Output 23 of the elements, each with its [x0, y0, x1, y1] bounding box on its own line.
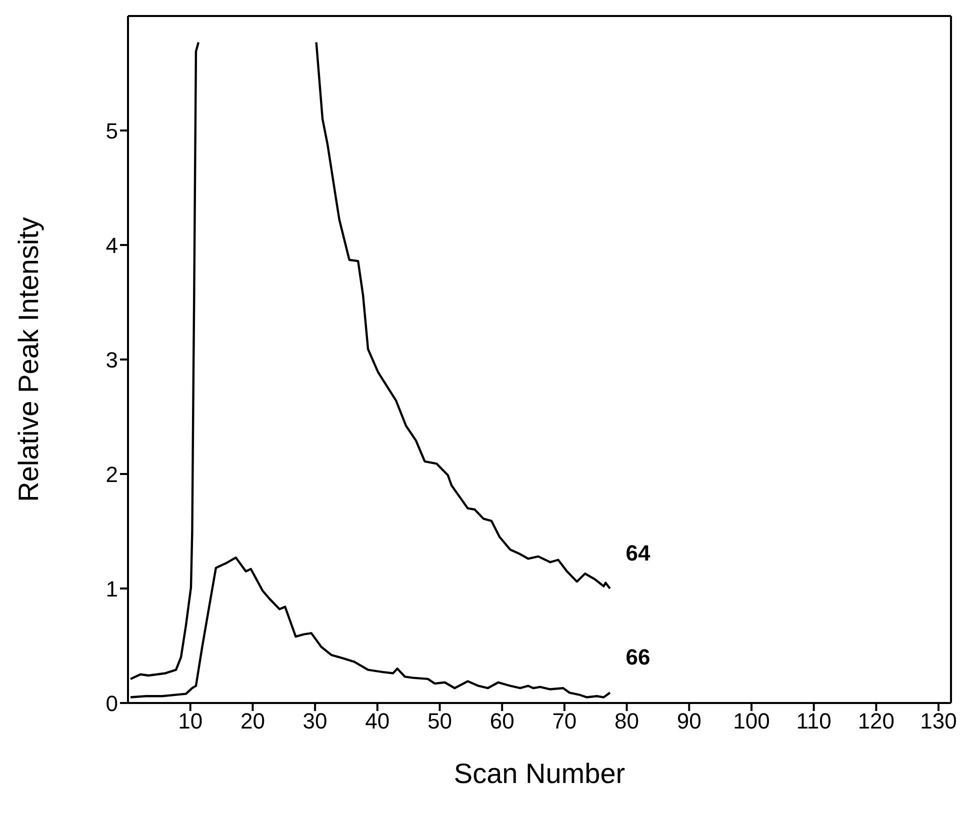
series-label: 66 [626, 644, 650, 670]
x-axis-title: Scan Number [454, 758, 626, 789]
x-tick-label: 10 [178, 708, 203, 734]
x-tick-label: 60 [490, 708, 514, 734]
y-tick-label: 1 [106, 576, 118, 602]
x-tick-label: 20 [240, 708, 265, 734]
y-tick-label: 3 [106, 347, 118, 372]
x-tick-label: 100 [733, 708, 770, 734]
series-label: 64 [626, 540, 651, 566]
y-tick-label: 2 [106, 462, 118, 487]
y-axis-title: Relative Peak Intensity [12, 217, 44, 502]
x-tick-label: 50 [428, 708, 452, 734]
x-tick-label: 130 [920, 708, 957, 734]
x-tick-label: 30 [302, 708, 328, 734]
y-tick-label: 5 [106, 118, 118, 144]
x-tick-label: 80 [614, 708, 640, 734]
y-tick-label: 4 [106, 232, 118, 258]
x-tick-label: 120 [858, 708, 895, 734]
x-tick-label: 70 [552, 708, 577, 734]
x-tick-label: 40 [365, 708, 390, 734]
y-tick-label: 0 [106, 690, 118, 716]
x-tick-label: 90 [676, 708, 702, 734]
x-tick-label: 110 [796, 708, 832, 734]
